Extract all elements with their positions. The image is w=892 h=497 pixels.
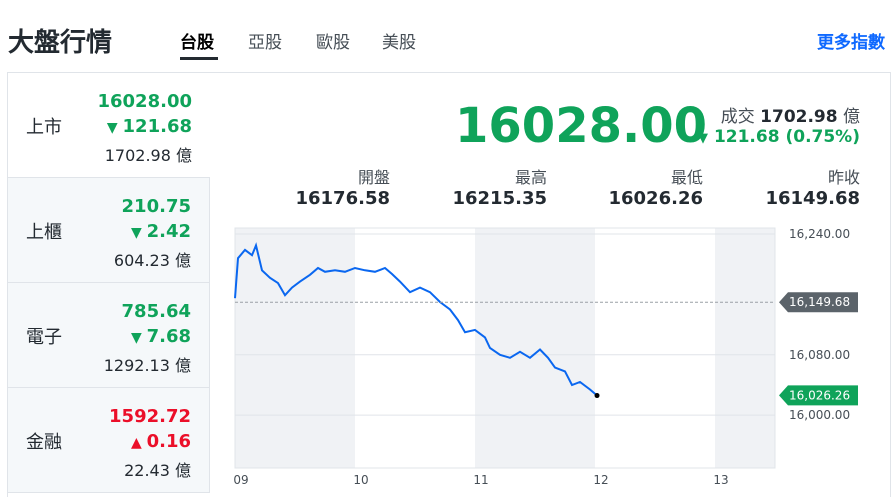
volume-unit: 億 bbox=[843, 107, 860, 127]
price-tag bbox=[779, 292, 858, 313]
stat-value: 16026.26 bbox=[608, 188, 703, 209]
market-price: 16028.00 bbox=[97, 91, 192, 112]
change-value: 121.68 bbox=[122, 116, 192, 137]
tab[interactable]: 亞股 bbox=[248, 33, 282, 53]
tab[interactable]: 美股 bbox=[382, 33, 416, 53]
price-line bbox=[234, 242, 598, 397]
stat-label: 最低 bbox=[670, 168, 703, 187]
page-title: 大盤行情 bbox=[8, 28, 113, 58]
market-name: 上市 bbox=[26, 117, 62, 138]
volume-value: 604.23 bbox=[113, 251, 170, 270]
stat-label: 最高 bbox=[514, 168, 547, 187]
x-tick-label: 13 bbox=[713, 473, 728, 487]
arrow: ▼ bbox=[106, 120, 123, 136]
market-price: 210.75 bbox=[121, 196, 191, 217]
volume-unit: 億 bbox=[174, 461, 191, 480]
market-change: ▼ 7.68 bbox=[131, 326, 191, 347]
change-value: 121.68 bbox=[713, 127, 780, 147]
change: ▼ 121.68 (0.75%) bbox=[698, 127, 860, 147]
market-volume: 1292.13 億 bbox=[104, 352, 191, 376]
market-price: 785.64 bbox=[121, 301, 191, 322]
market-item[interactable]: 金融 1592.72 ▲ 0.16 22.43 億 bbox=[8, 388, 210, 493]
tab[interactable]: 台股 bbox=[180, 33, 214, 53]
price-tag-label: 16,026.26 bbox=[789, 388, 850, 402]
change-value: 2.42 bbox=[146, 221, 191, 242]
arrow: ▼ bbox=[130, 225, 147, 241]
y-tick-label: 16,080.00 bbox=[789, 348, 850, 362]
market-item[interactable]: 上櫃 210.75 ▼ 2.42 604.23 億 bbox=[8, 178, 210, 283]
change-value: 0.16 bbox=[146, 431, 191, 452]
stat-label: 昨收 bbox=[827, 168, 860, 187]
more-link[interactable]: 更多指數 bbox=[817, 33, 885, 53]
index-price: 16028.00 bbox=[455, 98, 708, 154]
time-band bbox=[235, 228, 355, 468]
x-tick-label: 09 bbox=[233, 473, 248, 487]
volume: 成交 1702.98 億 bbox=[721, 102, 860, 127]
market-name: 上櫃 bbox=[26, 222, 62, 243]
volume-value: 1292.13 bbox=[103, 356, 170, 375]
tab[interactable]: 歐股 bbox=[316, 33, 350, 53]
tab-underline bbox=[180, 57, 218, 60]
market-name: 電子 bbox=[26, 327, 62, 348]
market-volume: 22.43 億 bbox=[124, 457, 191, 481]
x-tick-label: 12 bbox=[593, 473, 608, 487]
change-value: 7.68 bbox=[146, 326, 191, 347]
market-change: ▼ 2.42 bbox=[131, 221, 191, 242]
market-name: 金融 bbox=[26, 432, 62, 453]
market-change: ▼ 121.68 bbox=[107, 116, 192, 137]
x-tick-label: 11 bbox=[473, 473, 488, 487]
volume-unit: 億 bbox=[174, 356, 191, 375]
volume-unit: 億 bbox=[175, 146, 192, 165]
stat-label: 開盤 bbox=[357, 168, 390, 187]
panel bbox=[7, 72, 891, 497]
stat-value: 16176.58 bbox=[295, 188, 390, 209]
y-tick-label: 16,000.00 bbox=[789, 408, 850, 422]
arrow: ▲ bbox=[130, 435, 147, 451]
price-tag bbox=[779, 385, 858, 406]
last-point bbox=[594, 393, 600, 399]
arrow: ▼ bbox=[130, 330, 147, 346]
volume-unit: 億 bbox=[174, 251, 191, 270]
volume-value: 1702.98 bbox=[760, 107, 838, 127]
market-change: ▲ 0.16 bbox=[131, 431, 191, 452]
time-band bbox=[475, 228, 595, 468]
stat-value: 16149.68 bbox=[765, 188, 860, 209]
market-item[interactable]: 電子 785.64 ▼ 7.68 1292.13 億 bbox=[8, 283, 210, 388]
market-price: 1592.72 bbox=[109, 406, 191, 427]
plot-frame bbox=[234, 227, 776, 469]
price-tag-label: 16,149.68 bbox=[789, 295, 850, 309]
market-volume: 604.23 億 bbox=[114, 247, 191, 271]
volume-value: 1702.98 bbox=[104, 146, 171, 165]
volume-label: 成交 bbox=[720, 107, 755, 127]
time-band bbox=[715, 228, 775, 468]
x-tick-label: 10 bbox=[353, 473, 368, 487]
market-item[interactable]: 上市 16028.00 ▼ 121.68 1702.98 億 bbox=[8, 73, 210, 178]
change-percent: (0.75%) bbox=[785, 127, 860, 147]
volume-value: 22.43 bbox=[124, 461, 170, 480]
market-volume: 1702.98 億 bbox=[105, 142, 192, 166]
y-tick-label: 16,240.00 bbox=[789, 227, 850, 241]
stat-value: 16215.35 bbox=[452, 188, 547, 209]
